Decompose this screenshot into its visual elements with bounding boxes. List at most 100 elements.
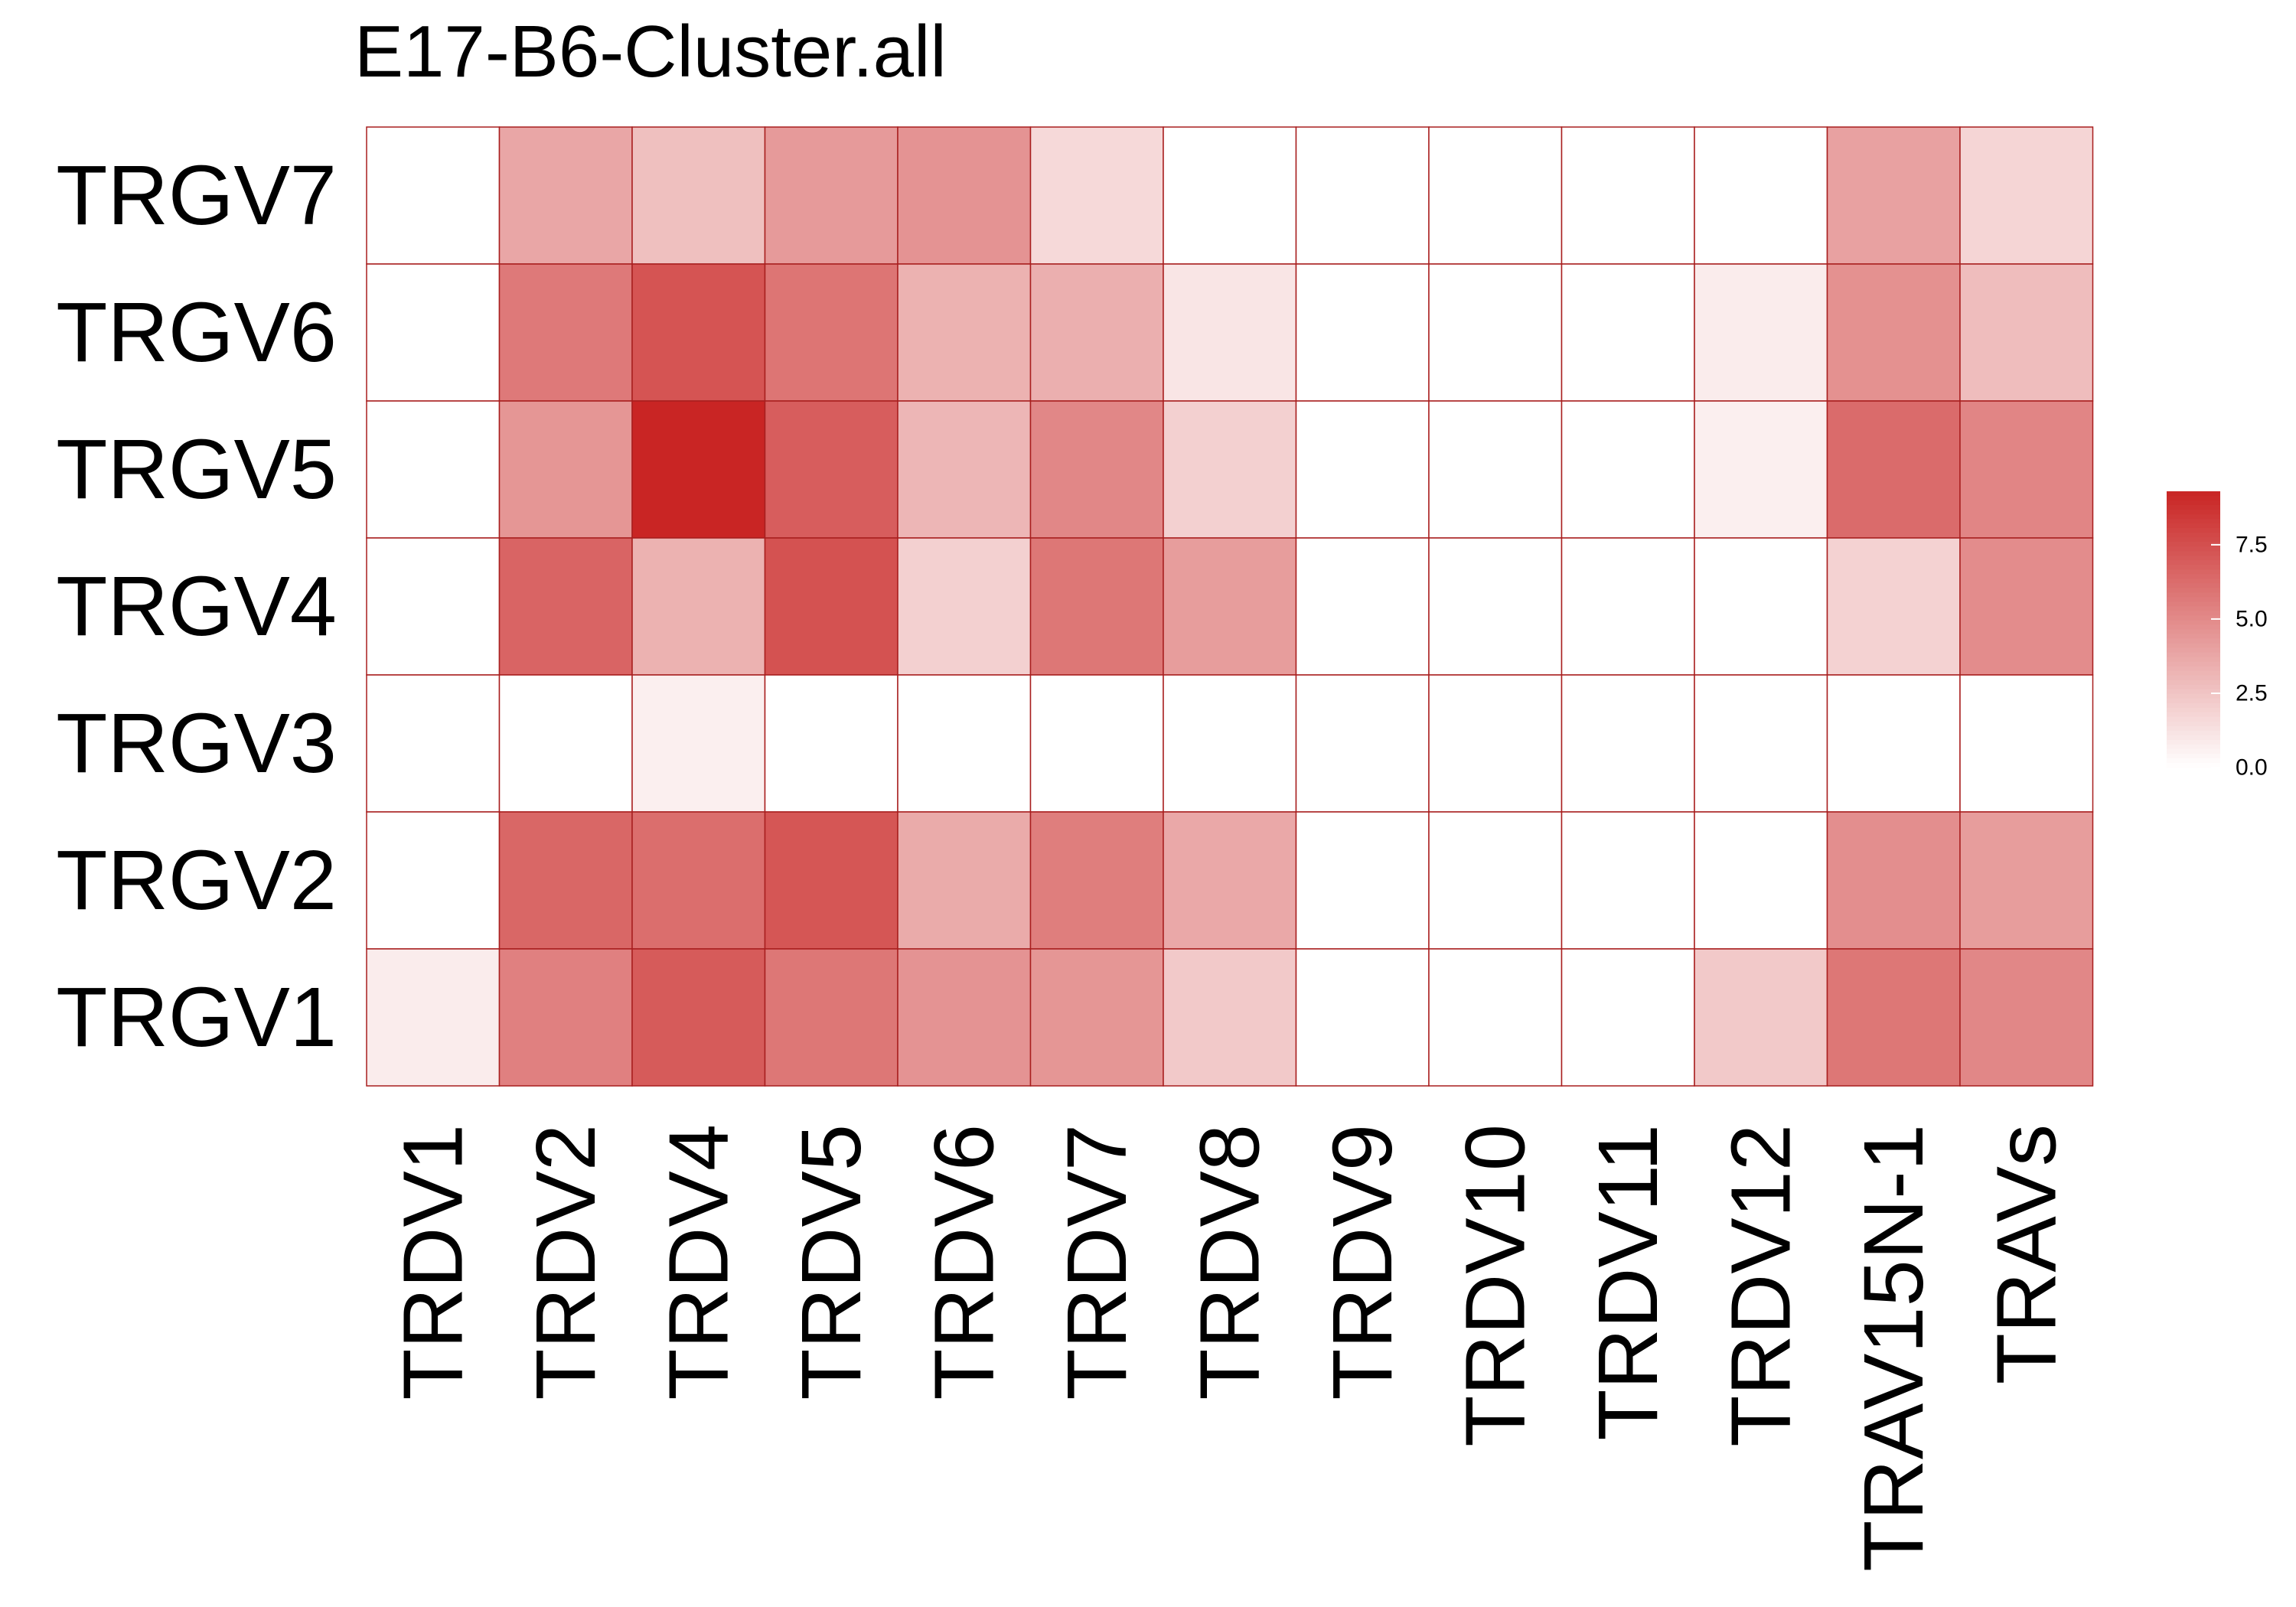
row-label-trgv2: TRGV2 bbox=[56, 833, 337, 927]
legend-color-step bbox=[2167, 634, 2220, 640]
column-labels: TRDV1 TRDV2 TRDV4 TRDV5 TRDV6 TRDV7 TRDV8 TRDV9… bbox=[386, 1124, 2073, 1572]
cell-trgv2-trdv2 bbox=[498, 811, 633, 950]
legend-tick-label: 0.0 bbox=[2236, 755, 2268, 781]
cell-trgv5-trdv10 bbox=[1428, 400, 1563, 539]
cell-trgv3-trdv12 bbox=[1694, 674, 1828, 813]
legend-color-step bbox=[2167, 702, 2220, 709]
cell-trgv7-trdv2 bbox=[498, 126, 633, 265]
row-label-trgv7: TRGV7 bbox=[56, 148, 337, 243]
column-label-trdv10: TRDV10 bbox=[1448, 1124, 1542, 1447]
row-label-trgv5: TRGV5 bbox=[56, 422, 337, 517]
legend-color-step bbox=[2167, 712, 2220, 718]
legend-color-step bbox=[2167, 579, 2220, 584]
legend-color-step bbox=[2167, 698, 2220, 704]
legend-color-step bbox=[2167, 528, 2220, 533]
legend-tick-label: 5.0 bbox=[2236, 606, 2268, 631]
heatmap-cells bbox=[366, 126, 2094, 1087]
cell-trgv4-trdv7 bbox=[1029, 537, 1164, 676]
legend-color-step bbox=[2167, 762, 2220, 768]
cell-trgv5-trdv8 bbox=[1163, 400, 1297, 539]
legend-tick-label: 7.5 bbox=[2236, 532, 2268, 557]
cell-trgv1-trdv1 bbox=[366, 948, 501, 1087]
cell-trgv3-trdv2 bbox=[498, 674, 633, 813]
cell-trgv6-trdv10 bbox=[1428, 263, 1563, 402]
cell-trgv4-trdv9 bbox=[1295, 537, 1430, 676]
column-label-trdv2: TRDV2 bbox=[519, 1124, 613, 1400]
cell-trgv4-trdv6 bbox=[897, 537, 1032, 676]
cell-trgv6-travs bbox=[1959, 263, 2094, 402]
legend-color-step bbox=[2167, 716, 2220, 722]
cell-trgv1-trdv9 bbox=[1295, 948, 1430, 1087]
legend-color-step bbox=[2167, 588, 2220, 593]
row-label-trgv3: TRGV3 bbox=[56, 696, 337, 790]
legend-color-step bbox=[2167, 500, 2220, 506]
cell-trgv5-trdv6 bbox=[897, 400, 1032, 539]
column-label-trdv7: TRDV7 bbox=[1050, 1124, 1144, 1400]
legend-color-step bbox=[2167, 670, 2220, 676]
cell-trgv5-trdv12 bbox=[1694, 400, 1828, 539]
legend-color-step bbox=[2167, 643, 2220, 649]
cell-trgv5-travs bbox=[1959, 400, 2094, 539]
column-label-trdv4: TRDV4 bbox=[651, 1124, 745, 1400]
cell-trgv4-trdv8 bbox=[1163, 537, 1297, 676]
legend-color-step bbox=[2167, 606, 2220, 612]
cell-trgv3-trdv10 bbox=[1428, 674, 1563, 813]
cell-trgv7-trdv5 bbox=[764, 126, 899, 265]
cell-trgv1-trdv5 bbox=[764, 948, 899, 1087]
cell-trgv1-trdv6 bbox=[897, 948, 1032, 1087]
cell-trgv4-trdv11 bbox=[1561, 537, 1695, 676]
legend-color-step bbox=[2167, 597, 2220, 602]
legend-color-step bbox=[2167, 721, 2220, 727]
cell-trgv5-trdv9 bbox=[1295, 400, 1430, 539]
legend-color-step bbox=[2167, 542, 2220, 547]
legend-color-step bbox=[2167, 725, 2220, 732]
legend-color-step bbox=[2167, 510, 2220, 515]
cell-trgv3-trdv7 bbox=[1029, 674, 1164, 813]
cell-trgv3-trdv5 bbox=[764, 674, 899, 813]
cell-trgv3-trdv4 bbox=[631, 674, 766, 813]
legend-color-step bbox=[2167, 647, 2220, 654]
legend-color-step bbox=[2167, 652, 2220, 658]
legend-color-step bbox=[2167, 661, 2220, 667]
cell-trgv4-trdv1 bbox=[366, 537, 501, 676]
legend-color-step bbox=[2167, 675, 2220, 681]
cell-trgv7-trdv10 bbox=[1428, 126, 1563, 265]
legend-color-step bbox=[2167, 680, 2220, 686]
cell-trgv5-trav15n-1 bbox=[1826, 400, 1961, 539]
cell-trgv2-trdv11 bbox=[1561, 811, 1695, 950]
cell-trgv6-trdv6 bbox=[897, 263, 1032, 402]
legend-color-step bbox=[2167, 744, 2220, 750]
legend-color-step bbox=[2167, 556, 2220, 561]
cell-trgv7-trdv8 bbox=[1163, 126, 1297, 265]
cell-trgv2-trdv8 bbox=[1163, 811, 1297, 950]
cell-trgv4-trdv2 bbox=[498, 537, 633, 676]
cell-trgv1-trdv8 bbox=[1163, 948, 1297, 1087]
cell-trgv5-trdv7 bbox=[1029, 400, 1164, 539]
cell-trgv1-trdv10 bbox=[1428, 948, 1563, 1087]
legend-color-step bbox=[2167, 748, 2220, 755]
cell-trgv2-trav15n-1 bbox=[1826, 811, 1961, 950]
legend-color-step bbox=[2167, 551, 2220, 556]
legend-color-step bbox=[2167, 735, 2220, 741]
cell-trgv5-trdv2 bbox=[498, 400, 633, 539]
cell-trgv2-trdv6 bbox=[897, 811, 1032, 950]
chart-title: E17-B6-Cluster.all bbox=[354, 11, 947, 93]
cell-trgv1-travs bbox=[1959, 948, 2094, 1087]
legend-color-step bbox=[2167, 684, 2220, 690]
column-label-trdv12: TRDV12 bbox=[1714, 1124, 1808, 1447]
cell-trgv1-trdv11 bbox=[1561, 948, 1695, 1087]
cell-trgv1-trdv7 bbox=[1029, 948, 1164, 1087]
legend-color-step bbox=[2167, 569, 2220, 575]
cell-trgv7-trdv4 bbox=[631, 126, 766, 265]
cell-trgv1-trdv2 bbox=[498, 948, 633, 1087]
legend-color-step bbox=[2167, 629, 2220, 635]
legend-color-step bbox=[2167, 537, 2220, 543]
cell-trgv3-trdv1 bbox=[366, 674, 501, 813]
cell-trgv6-trdv7 bbox=[1029, 263, 1164, 402]
legend-color-step bbox=[2167, 666, 2220, 672]
cell-trgv2-travs bbox=[1959, 811, 2094, 950]
cell-trgv2-trdv1 bbox=[366, 811, 501, 950]
column-label-trdv6: TRDV6 bbox=[917, 1124, 1011, 1400]
cell-trgv3-trav15n-1 bbox=[1826, 674, 1961, 813]
legend-color-step bbox=[2167, 505, 2220, 510]
